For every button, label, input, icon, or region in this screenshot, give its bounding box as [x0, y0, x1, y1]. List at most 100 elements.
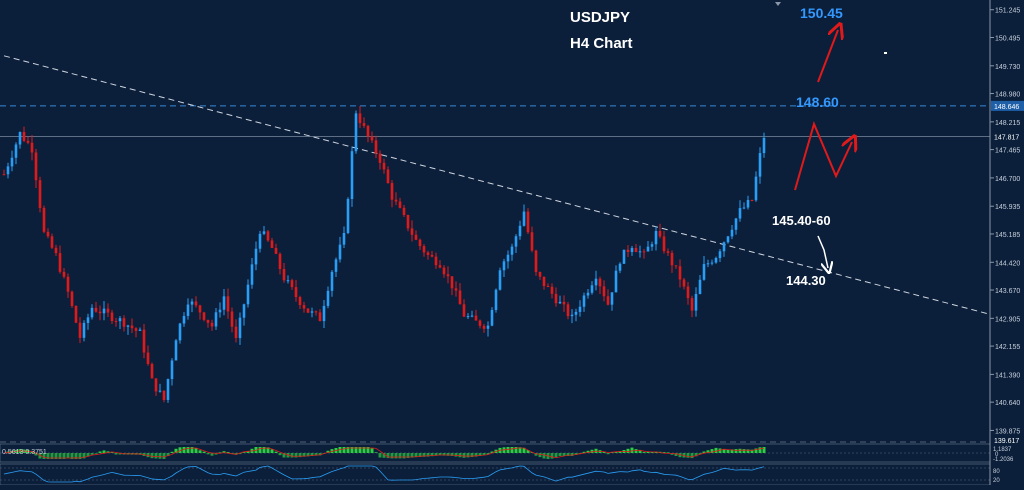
candle-body	[102, 308, 106, 314]
candle-body	[290, 280, 294, 288]
candle-body	[250, 264, 254, 285]
candle-body	[406, 215, 410, 229]
candle-body	[310, 311, 314, 313]
macd-bar	[626, 448, 630, 453]
macd-bar	[374, 452, 378, 453]
candle-body	[486, 325, 490, 329]
macd-bar	[206, 453, 210, 455]
candle-body	[94, 307, 98, 312]
candle-body	[582, 295, 586, 307]
candle-body	[70, 291, 74, 307]
macd-bar	[534, 453, 538, 456]
scroll-marker	[775, 2, 781, 6]
macd-bar	[118, 453, 122, 455]
candle-body	[318, 312, 322, 322]
candle-body	[270, 240, 274, 248]
candle-body	[342, 232, 346, 245]
candle-body	[630, 248, 634, 252]
macd-bar	[506, 447, 510, 453]
price-tick-label: 142.905	[995, 316, 1020, 323]
candle-body	[622, 249, 626, 264]
macd-bar	[510, 447, 514, 453]
macd-bar	[46, 453, 50, 459]
price-tick-label: 148.980	[995, 92, 1020, 99]
candle-body	[738, 208, 742, 219]
candle-body	[382, 162, 386, 170]
candle-body	[678, 266, 682, 280]
price-tick-label: 142.155	[995, 344, 1020, 351]
macd-bar	[570, 453, 574, 456]
candle-body	[442, 267, 446, 275]
candle-body	[246, 284, 250, 305]
candle-body	[758, 153, 762, 177]
macd-bar	[154, 453, 158, 459]
candle-body	[206, 319, 210, 323]
price-tick-label: 146.700	[995, 176, 1020, 183]
candle-body	[726, 236, 730, 243]
macd-bar	[278, 453, 282, 456]
macd-bar	[102, 450, 106, 453]
candle-body	[474, 315, 478, 321]
candle-body	[730, 229, 734, 237]
macd-bar	[698, 453, 702, 455]
candle-body	[222, 296, 226, 310]
macd-bar	[474, 453, 478, 457]
candle-body	[674, 265, 678, 267]
macd-bar	[414, 453, 418, 458]
candle-body	[510, 246, 514, 255]
macd-bar	[198, 450, 202, 453]
candle-body	[494, 289, 498, 310]
macd-bar	[214, 453, 218, 455]
candle-body	[682, 279, 686, 287]
macd-bar	[610, 452, 614, 453]
macd-bar	[38, 453, 42, 459]
macd-bar	[726, 449, 730, 453]
candle-body	[550, 286, 554, 294]
rsi-scale-bottom: 20	[993, 478, 1000, 484]
candle-body	[458, 290, 462, 305]
macd-bar	[290, 453, 294, 458]
macd-bar	[690, 453, 694, 459]
macd-bar	[114, 453, 118, 455]
macd-signal-line	[3, 447, 765, 459]
macd-bar	[614, 451, 618, 453]
candle-body	[18, 132, 22, 145]
macd-bar	[714, 447, 718, 453]
macd-bar	[362, 447, 366, 453]
projection-arrow-up	[817, 30, 838, 83]
macd-bar	[54, 453, 58, 459]
macd-bar	[450, 453, 454, 456]
candle-body	[374, 140, 378, 154]
macd-bar	[82, 453, 86, 459]
candle-body	[174, 340, 178, 361]
price-tick-label: 149.730	[995, 64, 1020, 71]
macd-bar	[262, 447, 266, 453]
macd-bar	[42, 453, 46, 459]
candle-body	[534, 250, 538, 273]
macd-bar	[454, 453, 458, 457]
macd-bar	[74, 453, 78, 459]
macd-bar	[186, 447, 190, 453]
candle-body	[126, 325, 130, 327]
candle-body	[706, 263, 710, 265]
candle-body	[618, 263, 622, 271]
macd-bar	[382, 453, 386, 458]
macd-bar	[518, 447, 522, 453]
candle-body	[446, 274, 450, 277]
macd-scale-top: 1.1837	[993, 447, 1012, 453]
candle-body	[362, 123, 366, 126]
candle-body	[478, 320, 482, 326]
macd-bar	[162, 453, 166, 459]
macd-bar	[526, 450, 530, 453]
macd-bar	[522, 447, 526, 453]
macd-bar	[430, 453, 434, 457]
macd-bar	[394, 453, 398, 459]
candle-body	[734, 218, 738, 230]
candle-body	[202, 312, 206, 320]
candle-body	[74, 306, 78, 323]
candle-body	[650, 244, 654, 247]
candle-body	[54, 247, 58, 254]
label-breakout-zone: 145.40-60	[772, 213, 831, 228]
